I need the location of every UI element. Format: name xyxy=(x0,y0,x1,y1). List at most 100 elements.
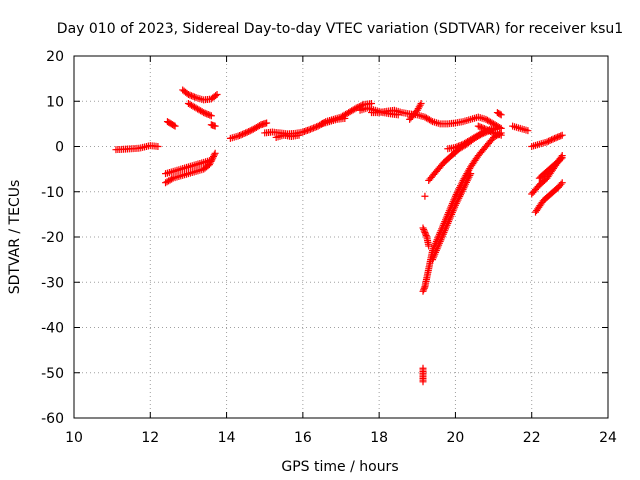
x-tick-label: 22 xyxy=(523,430,541,446)
data-point xyxy=(482,125,490,133)
data-point xyxy=(558,179,566,187)
data-point xyxy=(454,142,462,150)
data-point xyxy=(422,231,430,239)
data-point xyxy=(425,242,433,250)
data-point xyxy=(341,114,349,122)
data-point xyxy=(245,127,253,135)
data-point xyxy=(451,143,459,151)
data-point xyxy=(477,123,485,131)
data-point xyxy=(204,110,212,118)
data-point xyxy=(456,142,464,150)
x-tick-label: 10 xyxy=(65,430,83,446)
data-point xyxy=(419,378,427,386)
data-point xyxy=(203,110,211,118)
data-point xyxy=(310,124,318,132)
data-point xyxy=(255,122,263,130)
data-point xyxy=(237,131,245,139)
data-point xyxy=(487,127,495,135)
x-tick-label: 16 xyxy=(294,430,312,446)
data-point xyxy=(236,131,244,139)
data-point xyxy=(548,136,556,144)
data-point xyxy=(555,132,563,140)
data-point xyxy=(474,122,482,130)
y-tick-label: -30 xyxy=(41,275,64,291)
data-point xyxy=(239,130,247,138)
data-point xyxy=(497,129,505,137)
data-point xyxy=(198,108,206,116)
data-point xyxy=(422,230,430,238)
data-point xyxy=(242,129,250,137)
data-point xyxy=(306,125,314,133)
data-point xyxy=(248,126,256,134)
data-point xyxy=(544,137,552,145)
data-point xyxy=(211,122,219,130)
data-point xyxy=(201,109,209,117)
data-point xyxy=(557,155,565,163)
data-point xyxy=(212,92,220,100)
data-points xyxy=(112,86,566,386)
data-point xyxy=(467,170,475,178)
data-point xyxy=(351,105,359,113)
grid-lines xyxy=(74,56,608,418)
x-tick-label: 14 xyxy=(218,430,236,446)
data-point xyxy=(171,122,179,130)
plot-frame xyxy=(73,55,609,419)
data-point xyxy=(207,112,215,120)
data-point xyxy=(558,154,566,162)
data-point xyxy=(186,91,194,99)
data-point xyxy=(154,143,162,150)
data-point xyxy=(352,104,360,112)
y-tick-label: -60 xyxy=(41,411,64,427)
data-point xyxy=(187,92,195,100)
data-point xyxy=(420,225,428,233)
data-point xyxy=(421,228,429,236)
data-point xyxy=(184,90,192,98)
data-point xyxy=(211,149,219,157)
data-point xyxy=(546,137,554,145)
data-point xyxy=(419,287,427,295)
data-point xyxy=(485,127,493,135)
data-point xyxy=(210,151,218,159)
data-point xyxy=(206,111,214,119)
axis-ticks: 10 12 14 16 18 20 22 24 -60 -50 -40 -30 -20 -10 0 10 20 xyxy=(41,49,617,446)
data-point xyxy=(496,130,504,138)
data-point xyxy=(558,131,566,139)
data-point xyxy=(427,117,435,125)
y-tick-label: 20 xyxy=(46,49,64,65)
x-tick-label: 20 xyxy=(447,430,465,446)
data-point xyxy=(357,102,365,110)
x-tick-label: 24 xyxy=(599,430,617,446)
data-point xyxy=(420,227,428,235)
data-point xyxy=(420,286,428,294)
data-point xyxy=(479,124,487,132)
data-point xyxy=(421,192,429,200)
data-point xyxy=(419,224,427,232)
data-point xyxy=(207,156,215,164)
data-point xyxy=(189,92,197,100)
data-point xyxy=(234,132,242,140)
y-tick-label: -10 xyxy=(41,185,64,201)
data-point xyxy=(168,175,176,183)
data-point xyxy=(295,131,303,139)
data-point xyxy=(524,127,532,135)
data-point xyxy=(453,143,461,151)
data-point xyxy=(420,284,428,292)
data-point xyxy=(416,101,424,109)
y-tick-label: -50 xyxy=(41,366,64,382)
data-point xyxy=(308,125,316,133)
data-point xyxy=(554,133,562,141)
data-point xyxy=(263,119,271,127)
y-tick-label: -40 xyxy=(41,321,64,337)
data-point xyxy=(483,126,491,134)
data-point xyxy=(480,125,488,133)
y-tick-label: -20 xyxy=(41,230,64,246)
data-point xyxy=(240,130,248,138)
data-point xyxy=(417,100,425,108)
data-point xyxy=(246,127,254,135)
data-point xyxy=(191,93,199,101)
data-point xyxy=(313,123,321,131)
x-axis-label: GPS time / hours xyxy=(281,459,398,475)
data-point xyxy=(213,90,221,98)
data-point xyxy=(549,135,557,143)
